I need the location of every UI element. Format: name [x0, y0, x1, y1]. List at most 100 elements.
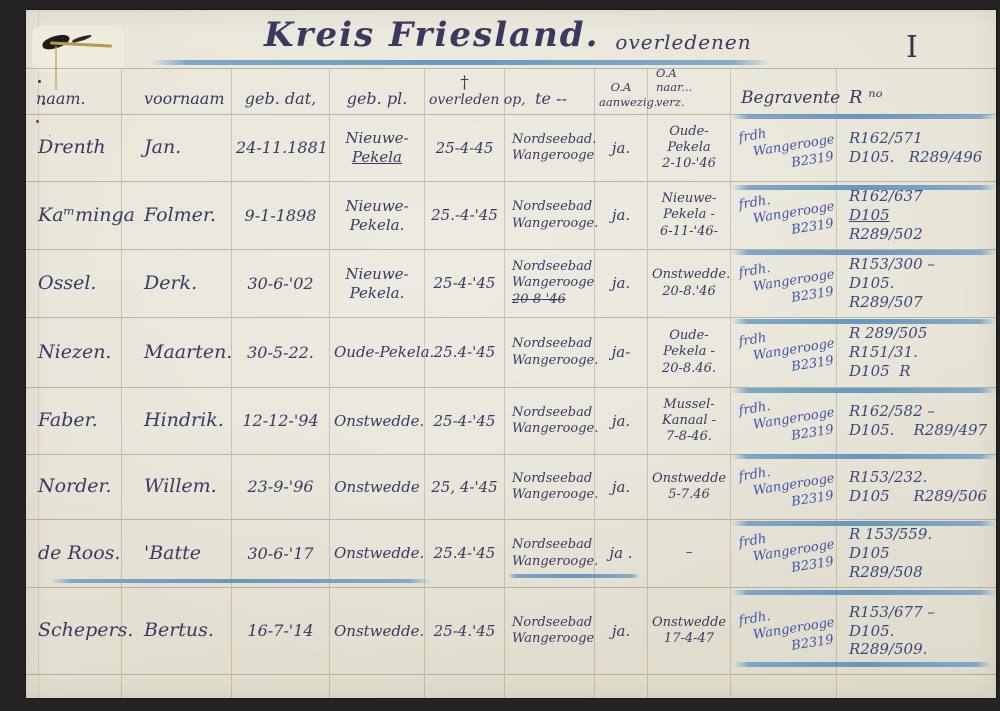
cell-geb_dat: 30-6-'02 — [232, 250, 330, 318]
cell-overleden_op: 25.-4-'45 — [425, 182, 505, 250]
cell-voornaam: Maarten. — [122, 318, 232, 388]
cell-overleden_op: 25-4-'45 — [425, 250, 505, 318]
cell-r_no: R162/571 D105. R289/496 — [837, 115, 996, 182]
cell-begravente: frdh Wangerooge B2319 — [731, 318, 837, 388]
cell-begravente: frdh. Wangerooge B2319 — [731, 388, 837, 455]
cell-empty-r_no — [837, 675, 996, 698]
column-header-oa_aanwezig: O.A aanwezig. — [595, 68, 658, 115]
cell-overleden_op: 25, 4-'45 — [425, 455, 505, 520]
register-page: Kreis Friesland. overledenen I naam. voorn… — [26, 10, 996, 698]
cell-voornaam: Derk. — [122, 250, 232, 318]
cell-begravente: frdh Wangerooge B2319 — [731, 115, 837, 182]
cell-oa_naar_verz: Onstwedde 17-4-47 — [648, 588, 731, 675]
ink-spots — [38, 80, 41, 83]
cell-oa_aanwezig: ja. — [595, 182, 648, 250]
cell-oa_naar_verz: – — [648, 520, 731, 588]
cell-empty-geb_pl — [330, 675, 425, 698]
cell-geb_pl: Nieuwe- Pekela — [330, 115, 425, 182]
cell-oa_naar_verz: Oude- Pekela 2-10-'46 — [648, 115, 731, 182]
crayon-line — [732, 250, 996, 255]
cell-geb_dat: 30-5-22. — [232, 318, 330, 388]
cell-naam: Ossel. — [26, 250, 122, 318]
column-header-oa_naar_verz: O.A naar... verz. — [648, 66, 731, 115]
page-title: Kreis Friesland. — [264, 15, 600, 55]
cell-begravente: frdh. Wangerooge B2319 — [731, 588, 837, 675]
cell-naam: Drenth — [26, 115, 122, 182]
crayon-line-ja — [508, 574, 640, 578]
crayon-line — [732, 114, 996, 119]
cell-empty-oa_naar_verz — [648, 675, 731, 698]
cell-oa_aanwezig: ja. — [595, 250, 648, 318]
cell-voornaam: 'Batte — [122, 520, 232, 588]
cell-geb_pl: Onstwedde. — [330, 588, 425, 675]
cell-oa_aanwezig: ja. — [595, 388, 648, 455]
cell-naam: Kaᵐminga — [26, 182, 135, 250]
cell-empty-te — [505, 675, 595, 698]
cell-geb_pl: Onstwedde. — [330, 388, 425, 455]
cell-empty-overleden_op — [425, 675, 505, 698]
column-header-geb_pl: geb. pl. — [330, 68, 425, 115]
cell-voornaam: Willem. — [122, 455, 232, 520]
cell-oa_naar_verz: Onstwedde 5-7.46 — [648, 455, 731, 520]
cell-geb_pl: Nieuwe- Pekela. — [330, 250, 425, 318]
cell-empty-voornaam — [122, 675, 232, 698]
cell-oa_aanwezig: ja . — [595, 520, 648, 588]
register-table: naam. voornaam geb. dat, geb. pl. † overleden… — [26, 66, 996, 698]
cell-overleden_op: 25-4-'45 — [425, 388, 505, 455]
left-margin-rule — [38, 10, 39, 698]
cell-naam: Norder. — [26, 455, 122, 520]
cell-r_no: R153/232. D105 R289/506 — [837, 455, 996, 520]
crayon-line — [732, 521, 996, 526]
cell-geb_pl: Onstwedde — [330, 455, 425, 520]
crayon-line — [732, 590, 996, 595]
cell-begravente: frdh Wangerooge B2319 — [731, 520, 837, 588]
staple-wire-vertical — [55, 46, 57, 90]
column-header-geb_dat: geb. dat, — [232, 68, 330, 115]
cell-geb_dat: 16-7-'14 — [232, 588, 330, 675]
cell-naam: Niezen. — [26, 318, 122, 388]
cell-overleden_op: 25.4-'45 — [425, 318, 505, 388]
cell-geb_dat: 30-6-'17 — [232, 520, 330, 588]
cell-oa_aanwezig: ja. — [595, 455, 648, 520]
column-header-r_no: R ⁿᵒ — [837, 68, 996, 115]
crayon-line — [734, 662, 992, 667]
cell-voornaam: Folmer. — [122, 182, 232, 250]
cell-te: Nordseebad Wangerooge. — [505, 520, 598, 588]
cell-oa_naar_verz: Mussel- Kanaal -7-8-46. — [648, 388, 731, 455]
cell-overleden_op: 25-4.'45 — [425, 588, 505, 675]
column-header-begravente: Begravente — [731, 68, 840, 115]
cell-empty-oa_aanwezig — [595, 675, 648, 698]
crayon-line-title — [150, 60, 770, 65]
cell-r_no: R162/582 – D105. R289/497 — [837, 388, 996, 455]
cell-geb_dat: 9-1-1898 — [232, 182, 330, 250]
cell-voornaam: Jan. — [122, 115, 232, 182]
cell-empty-naam — [26, 675, 122, 698]
cell-geb_dat: 12-12-'94 — [232, 388, 330, 455]
cell-oa_naar_verz: Oude- Pekela -20-8.46. — [648, 318, 731, 388]
cell-geb_pl: Nieuwe- Pekela. — [330, 182, 425, 250]
column-header-naam: naam. — [26, 68, 122, 115]
crayon-line — [732, 388, 996, 393]
cell-voornaam: Bertus. — [122, 588, 232, 675]
cell-overleden_op: 25.4-'45 — [425, 520, 505, 588]
crayon-line — [732, 454, 996, 459]
cell-empty-begravente — [731, 675, 837, 698]
column-header-overleden_op: † overleden op, — [425, 68, 526, 115]
cell-begravente: frdh. Wangerooge B2319 — [731, 455, 837, 520]
cell-geb_dat: 23-9-'96 — [232, 455, 330, 520]
cell-oa_naar_verz: Onstwedde. 20-8.'46 — [648, 250, 731, 318]
page-header: Kreis Friesland. overledenen — [264, 12, 752, 58]
cell-r_no: R 153/559. D105 R289/508 — [837, 520, 996, 588]
cell-naam: Faber. — [26, 388, 122, 455]
page-number: I — [906, 30, 918, 65]
cell-voornaam: Hindrik. — [122, 388, 232, 455]
crayon-line-deroos — [50, 579, 432, 583]
page-subtitle: overledenen — [615, 30, 752, 54]
cell-te: Nordseebad. Wangerooge — [505, 115, 596, 182]
cell-r_no: R162/637 D105 R289/502 — [837, 182, 996, 250]
crayon-line — [732, 185, 996, 190]
cell-begravente: frdh. Wangerooge B2319 — [731, 250, 837, 318]
cell-overleden_op: 25-4-45 — [425, 115, 505, 182]
cell-naam: Schepers. — [26, 588, 133, 675]
